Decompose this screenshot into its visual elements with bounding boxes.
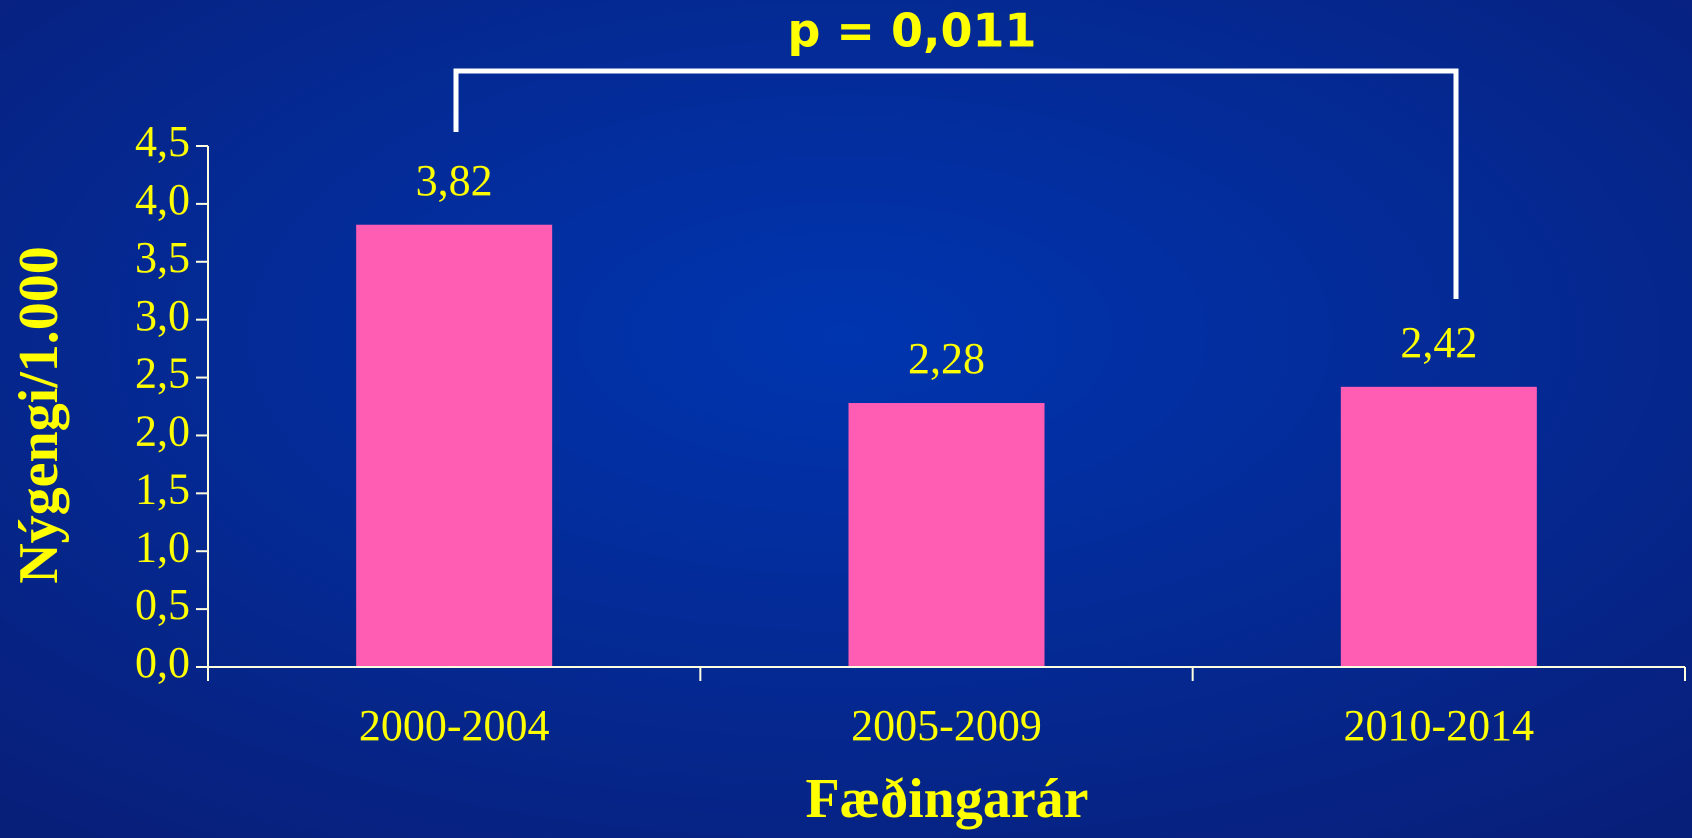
y-tick-label: 4,0	[135, 175, 190, 224]
value-label: 2,28	[908, 334, 985, 383]
x-tick-label: 2000-2004	[359, 701, 550, 750]
y-tick-label: 2,0	[135, 407, 190, 456]
bar	[356, 224, 553, 667]
x-axis-title: Fæðingarár	[805, 768, 1088, 830]
y-tick-label: 2,5	[135, 349, 190, 398]
y-tick-label: 1,5	[135, 464, 190, 513]
x-tick-label: 2005-2009	[851, 701, 1042, 750]
value-label: 3,82	[416, 156, 493, 205]
value-label: 2,42	[1400, 318, 1477, 367]
significance-bracket	[453, 68, 1459, 299]
y-tick-label: 3,0	[135, 291, 190, 340]
bar	[848, 403, 1045, 667]
y-tick-label: 1,0	[135, 522, 190, 571]
p-value: p = 0,011	[787, 4, 1036, 58]
y-tick-label: 0,5	[135, 580, 190, 629]
y-tick-label: 3,5	[135, 233, 190, 282]
x-tick-label: 2010-2014	[1344, 701, 1535, 750]
y-tick-label: 0,0	[135, 638, 190, 687]
y-axis-title: Nýgengi/1.000	[8, 246, 70, 584]
y-tick-label: 4,5	[135, 117, 190, 166]
bar	[1340, 386, 1537, 667]
